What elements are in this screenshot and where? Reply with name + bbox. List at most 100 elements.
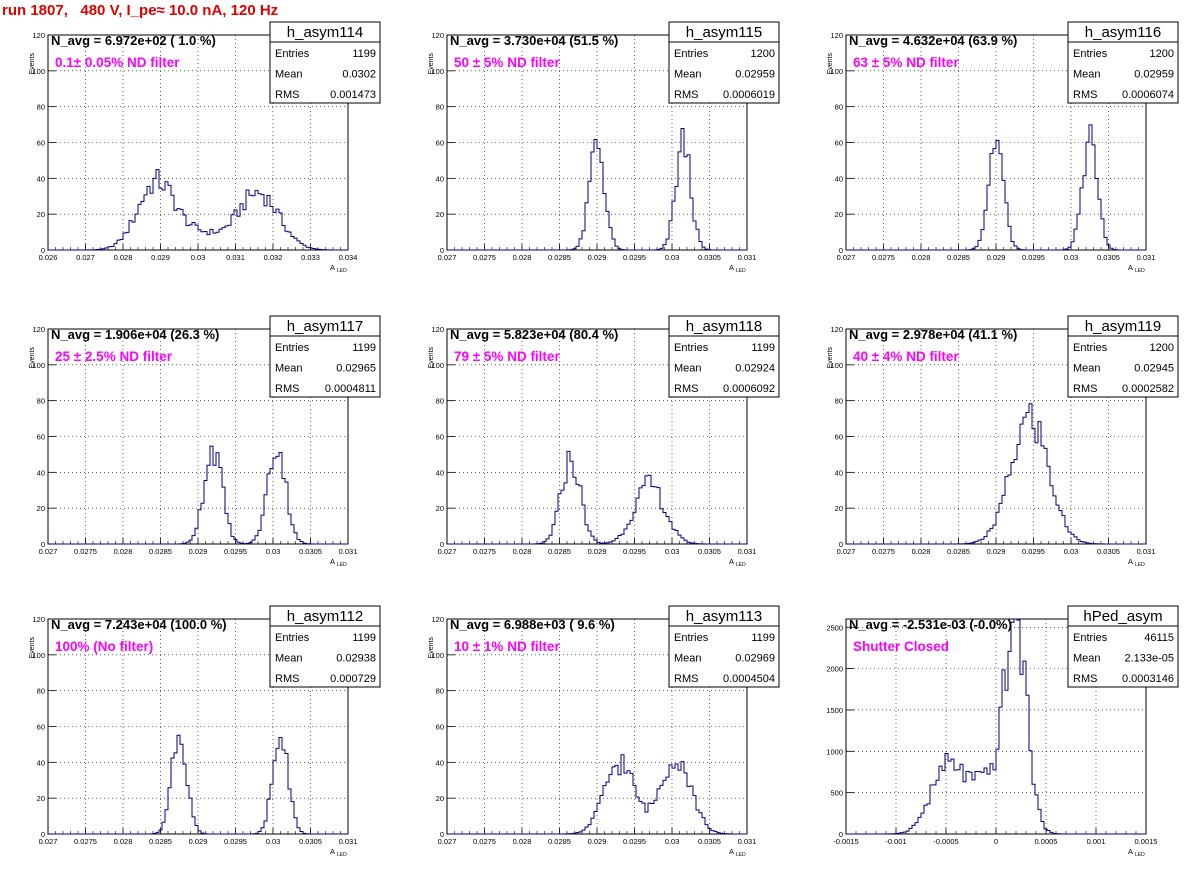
x-tick-label: -0.0005 xyxy=(933,837,958,846)
x-tick-label: 0.029 xyxy=(987,547,1006,556)
histogram-line xyxy=(447,450,747,545)
histogram-name: h_asym119 xyxy=(1085,318,1161,335)
stat-value-rms: 0.0004504 xyxy=(723,673,775,685)
stat-label-entries: Entries xyxy=(275,342,310,354)
y-axis-label: Events xyxy=(428,347,435,369)
y-tick-label: 80 xyxy=(37,397,45,406)
stat-label-entries: Entries xyxy=(674,48,709,60)
stat-label-mean: Mean xyxy=(674,69,702,81)
y-tick-label: 20 xyxy=(37,794,45,803)
stat-value-rms: 0.0006074 xyxy=(1122,89,1174,101)
x-tick-label: 0.0285 xyxy=(548,837,571,846)
stat-label-rms: RMS xyxy=(275,673,299,685)
y-axis-label: Events xyxy=(29,53,36,75)
y-tick-label: 120 xyxy=(32,31,45,40)
y-tick-label: 80 xyxy=(835,397,843,406)
x-tick-label: 0.0295 xyxy=(623,837,646,846)
stat-label-entries: Entries xyxy=(1073,48,1108,60)
stat-label-entries: Entries xyxy=(275,632,310,644)
x-tick-label: 0.027 xyxy=(438,547,457,556)
navg-label: N_avg = 2.978e+04 (41.1 %) xyxy=(849,327,1017,342)
x-tick-label: 0.027 xyxy=(438,253,457,262)
x-tick-label: 0.0305 xyxy=(299,547,322,556)
y-tick-label: 60 xyxy=(436,433,444,442)
x-tick-label: 0.031 xyxy=(738,253,757,262)
histogram-panel: 0.027 0.0275 0.028 0.0285 0.029 0.0295 0.03 0.0… xyxy=(827,315,1179,568)
x-tick-label: 0.031 xyxy=(1137,547,1156,556)
y-tick-label: 0 xyxy=(41,830,45,839)
x-tick-label: 0.029 xyxy=(151,253,170,262)
x-tick-label: 0.027 xyxy=(438,837,457,846)
stat-label-mean: Mean xyxy=(275,363,303,375)
y-tick-label: 120 xyxy=(431,325,444,334)
y-tick-label: 100 xyxy=(431,67,444,76)
stat-label-mean: Mean xyxy=(275,69,303,81)
filter-label: 40 ± 4% ND filter xyxy=(853,349,959,364)
x-tick-label: 0.03 xyxy=(1064,253,1079,262)
stat-label-rms: RMS xyxy=(674,89,698,101)
y-tick-label: 120 xyxy=(32,325,45,334)
stat-value-entries: 1200 xyxy=(751,48,775,60)
x-tick-label: -0.001 xyxy=(885,837,906,846)
y-tick-label: 0 xyxy=(839,830,843,839)
histogram-name: h_asym117 xyxy=(287,318,363,335)
y-tick-label: 60 xyxy=(436,723,444,732)
y-tick-label: 120 xyxy=(830,325,843,334)
x-tick-label: 0.027 xyxy=(837,547,856,556)
x-tick-label: 0.028 xyxy=(513,837,532,846)
histogram-panel: 0.027 0.0275 0.028 0.0285 0.029 0.0295 0.03 0.0… xyxy=(827,21,1179,274)
x-axis-label: A xyxy=(330,847,335,856)
filter-label: 50 ± 5% ND filter xyxy=(454,55,560,70)
y-tick-label: 1000 xyxy=(826,747,843,756)
filter-label: 79 ± 5% ND filter xyxy=(454,349,560,364)
stat-value-mean: 2.133e-05 xyxy=(1124,653,1174,665)
x-axis-label: A xyxy=(330,557,335,566)
x-tick-label: 0.028 xyxy=(114,837,133,846)
x-tick-label: 0.03 xyxy=(191,253,206,262)
x-axis-label-subscript: LED xyxy=(1135,562,1145,568)
y-tick-label: 80 xyxy=(37,687,45,696)
x-tick-label: 0.0295 xyxy=(623,547,646,556)
stat-label-entries: Entries xyxy=(674,632,709,644)
stat-label-rms: RMS xyxy=(275,89,299,101)
histogram-line xyxy=(846,403,1146,545)
stats-box xyxy=(668,625,780,688)
y-tick-label: 120 xyxy=(32,615,45,624)
stat-value-rms: 0.000729 xyxy=(330,673,376,685)
x-tick-label: 0.03 xyxy=(266,837,281,846)
stats-box xyxy=(1067,41,1179,104)
stat-value-rms: 0.0002582 xyxy=(1122,383,1174,395)
stat-value-mean: 0.02965 xyxy=(336,363,376,375)
y-tick-label: 80 xyxy=(37,103,45,112)
stat-label-mean: Mean xyxy=(1073,653,1101,665)
y-tick-label: 80 xyxy=(436,103,444,112)
y-tick-label: 120 xyxy=(431,615,444,624)
x-tick-label: 0.0285 xyxy=(548,547,571,556)
x-axis-label: A xyxy=(729,847,734,856)
histogram-name: h_asym116 xyxy=(1085,24,1161,41)
y-tick-label: 0 xyxy=(839,246,843,255)
y-tick-label: 60 xyxy=(37,723,45,732)
stat-value-rms: 0.0006019 xyxy=(723,89,775,101)
stat-value-entries: 1199 xyxy=(352,48,376,60)
y-tick-label: 60 xyxy=(835,433,843,442)
stat-value-rms: 0.0006092 xyxy=(723,383,775,395)
histogram-line xyxy=(846,124,1146,251)
y-tick-label: 20 xyxy=(37,504,45,513)
histogram-name: h_asym113 xyxy=(686,608,762,625)
stat-label-rms: RMS xyxy=(275,383,299,395)
stats-box xyxy=(269,41,381,104)
filter-label: Shutter Closed xyxy=(853,639,949,654)
x-tick-label: 0.029 xyxy=(189,547,208,556)
histogram-name: h_asym115 xyxy=(686,24,762,41)
filter-label: 100% (No filter) xyxy=(55,639,153,654)
stat-label-rms: RMS xyxy=(674,383,698,395)
filter-label: 0.1± 0.05% ND filter xyxy=(55,55,180,70)
x-tick-label: 0.027 xyxy=(837,253,856,262)
x-tick-label: 0.0285 xyxy=(947,547,970,556)
x-tick-label: 0.03 xyxy=(665,837,680,846)
stats-box xyxy=(269,335,381,398)
x-tick-label: 0.029 xyxy=(189,837,208,846)
x-axis-label-subscript: LED xyxy=(337,562,347,568)
y-tick-label: 0 xyxy=(440,246,444,255)
